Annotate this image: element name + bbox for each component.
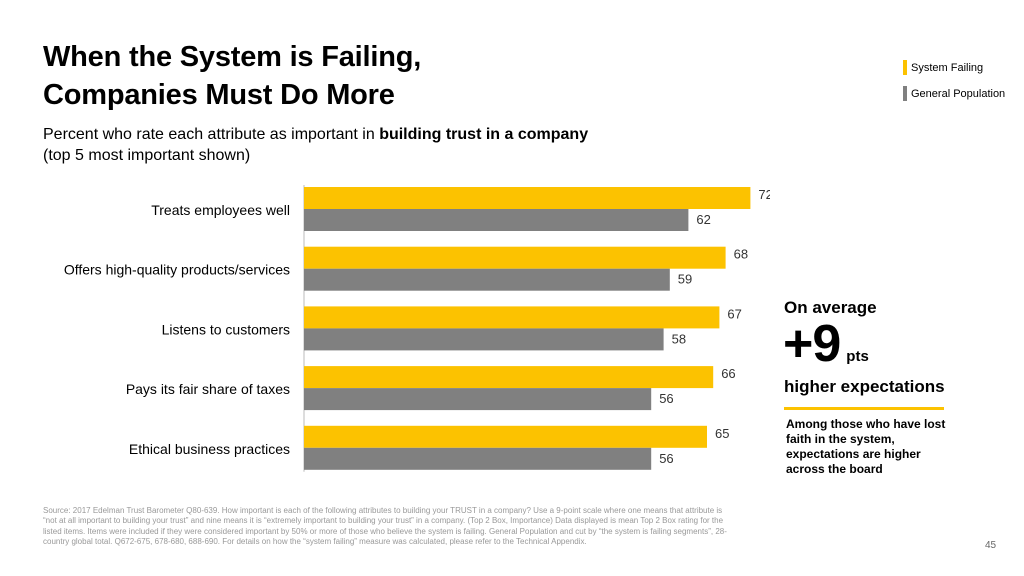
bar-general-population [304,388,652,411]
bar-chart: Treats employees well 72 62 Offers high-qua… [64,185,770,472]
callout-divider [784,407,944,410]
category-label: Treats employees well [151,202,290,218]
legend-label-general-population: General Population [911,87,1006,100]
page-number: 45 [985,540,997,551]
legend-label-system-failing: System Failing [911,61,984,74]
bar-general-population [304,328,664,351]
bar-general-population [304,209,689,231]
value-label-general-population: 59 [678,272,692,287]
title-line-1: When the System is Failing, [43,41,422,73]
bar-system-failing [304,366,714,389]
legend-swatch-general-population [903,86,907,101]
page-title: When the System is Failing, Companies Mu… [43,38,421,114]
source-footnote: Source: 2017 Edelman Trust Barometer Q80… [43,506,727,546]
callout-unit: pts [846,348,869,365]
subtitle-line-2: (top 5 most important shown) [43,147,251,164]
value-label-general-population: 58 [672,331,686,346]
bar-system-failing [304,425,707,448]
value-label-general-population: 62 [696,212,710,227]
value-label-general-population: 56 [659,391,673,406]
value-label-system-failing: 68 [734,247,748,262]
legend-general-population: General Population [903,86,1005,101]
value-label-general-population: 56 [659,451,673,466]
callout-note: Among those who have lost faith in the s… [786,417,946,476]
category-label: Pays its fair share of taxes [126,381,290,397]
bar-system-failing [304,306,720,329]
value-label-system-failing: 67 [727,306,741,321]
bar-general-population [304,268,670,291]
legend-swatch-system-failing [903,60,907,75]
subtitle-bold: building trust in a company [379,126,589,143]
callout-big-number: +9 [783,315,841,373]
callout-heading: On average [784,298,877,317]
subtitle: Percent who rate each attribute as impor… [43,124,588,166]
value-label-system-failing: 65 [715,426,729,441]
category-label: Listens to customers [162,321,290,337]
callout-figure: +9 pts [783,316,869,372]
category-label: Ethical business practices [129,441,290,457]
subtitle-prefix: Percent who rate each attribute as impor… [43,126,380,143]
legend-system-failing: System Failing [903,60,983,75]
value-label-system-failing: 66 [721,366,735,381]
bar-system-failing [304,246,726,269]
title-line-2: Companies Must Do More [43,79,395,111]
category-label: Offers high-quality products/services [64,262,290,278]
callout-subheading: higher expectations [784,377,945,396]
bar-system-failing [304,187,751,209]
value-label-system-failing: 72 [758,187,770,202]
bar-general-population [304,447,652,470]
